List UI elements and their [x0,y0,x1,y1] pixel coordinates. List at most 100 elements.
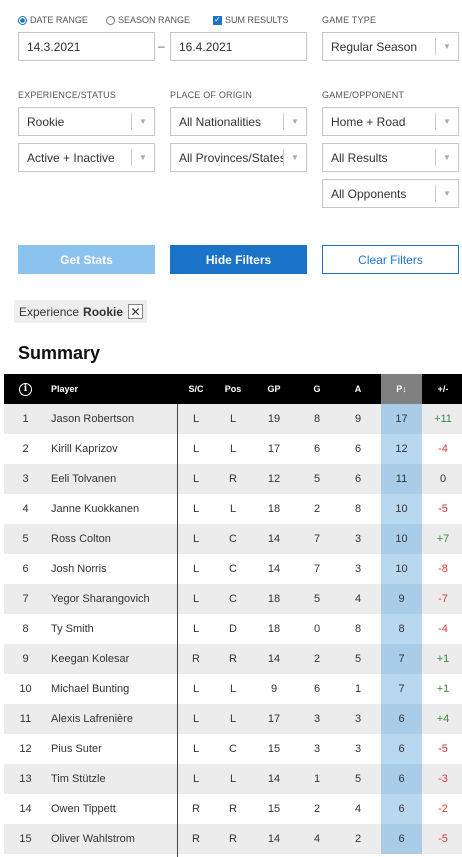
assists-cell: 4 [354,803,362,815]
table-row[interactable]: 14 Owen Tippett R R 15 2 4 6 -2 [4,794,462,824]
chevron-down-icon[interactable]: ▼ [291,153,299,162]
date-from-input[interactable]: 14.3.2021 [18,32,155,61]
player-cell[interactable]: Ty Smith [51,623,94,635]
experience-select[interactable]: Rookie ▼ [18,107,155,136]
games-played-cell: 12 [267,473,281,485]
date-to-input[interactable]: 16.4.2021 [170,32,307,61]
chevron-down-icon[interactable]: ▼ [139,117,147,126]
info-icon[interactable]: i [19,382,32,396]
table-row[interactable]: 12 Pius Suter L C 15 3 3 6 -5 [4,734,462,764]
plus-minus-cell: -5 [438,743,448,755]
position-cell: C [229,533,237,545]
points-cell: 7 [381,644,422,674]
table-row[interactable]: 11 Alexis Lafrenière L L 17 3 3 6 +4 [4,704,462,734]
shoots-catches-column-header[interactable]: S/C [188,384,204,394]
player-cell[interactable]: Yegor Sharangovich [51,593,150,605]
nationality-select[interactable]: All Nationalities ▼ [170,107,307,136]
table-row[interactable]: 1 Jason Robertson L L 19 8 9 17 +11 [4,404,462,434]
page-title: Summary [18,343,101,363]
games-played-cell: 18 [267,623,281,635]
rank-cell: 8 [22,623,29,635]
player-column-header[interactable]: Player [51,384,79,394]
status-select[interactable]: Active + Inactive ▼ [18,143,155,172]
player-cell[interactable]: Pius Suter [51,743,102,755]
chevron-down-icon[interactable]: ▼ [443,153,451,162]
select-divider [435,113,436,130]
goals-cell: 5 [313,473,321,485]
player-cell[interactable]: Ross Colton [51,533,111,545]
season-range-radio[interactable]: SEASON RANGE [106,14,190,26]
plus-minus-cell: -5 [438,503,448,515]
goals-cell: 2 [313,653,321,665]
table-row[interactable]: 5 Ross Colton L C 14 7 3 10 +7 [4,524,462,554]
clear-filters-button[interactable]: Clear Filters [322,245,459,274]
table-row[interactable]: 3 Eeli Tolvanen L R 12 5 6 11 0 [4,464,462,494]
player-cell[interactable]: Janne Kuokkanen [51,503,140,515]
points-column-header[interactable]: P↓ [381,374,422,404]
chevron-down-icon[interactable]: ▼ [291,117,299,126]
points-cell: 6 [381,704,422,734]
goals-cell: 2 [313,503,321,515]
player-cell[interactable]: Eeli Tolvanen [51,473,117,485]
plus-minus-cell: +4 [436,713,450,725]
player-cell[interactable]: Josh Norris [51,563,107,575]
shoots-catches-cell: R [192,803,200,815]
table-row[interactable]: 4 Janne Kuokkanen L L 18 2 8 10 -5 [4,494,462,524]
experience-status-label: EXPERIENCE/STATUS [18,90,117,100]
table-row[interactable]: 6 Josh Norris L C 14 7 3 10 -8 [4,554,462,584]
position-cell: D [229,623,237,635]
get-stats-button[interactable]: Get Stats [18,245,155,274]
games-played-cell: 18 [267,503,281,515]
table-row[interactable]: 10 Michael Bunting L L 9 6 1 7 +1 [4,674,462,704]
shoots-catches-cell: L [192,533,200,545]
results-select[interactable]: All Results ▼ [322,143,459,172]
points-cell: 17 [381,404,422,434]
games-played-column-header[interactable]: GP [267,384,281,394]
position-column-header[interactable]: Pos [224,384,242,394]
home-road-select[interactable]: Home + Road ▼ [322,107,459,136]
games-played-cell: 18 [267,593,281,605]
opponents-select[interactable]: All Opponents ▼ [322,179,459,208]
date-range-radio-dot[interactable] [18,15,27,25]
player-cell[interactable]: Owen Tippett [51,803,116,815]
points-cell: 10 [381,554,422,584]
chip-value: Rookie [83,304,124,319]
game-type-select[interactable]: Regular Season ▼ [322,32,459,61]
select-divider [283,113,284,130]
position-cell: C [229,743,237,755]
assists-column-header[interactable]: A [354,384,362,394]
player-cell[interactable]: Kirill Kaprizov [51,443,118,455]
table-row[interactable]: 13 Tim Stützle L L 14 1 5 6 -3 [4,764,462,794]
sum-results-checkbox[interactable]: ✓ SUM RESULTS [213,14,288,26]
points-cell: 6 [381,764,422,794]
plus-minus-column-header[interactable]: +/- [437,384,449,394]
table-row[interactable]: 9 Keegan Kolesar R R 14 2 5 7 +1 [4,644,462,674]
hide-filters-button[interactable]: Hide Filters [170,245,307,274]
date-separator: – [158,39,165,53]
goals-column-header[interactable]: G [313,384,321,394]
province-select[interactable]: All Provinces/States ▼ [170,143,307,172]
table-row[interactable]: 2 Kirill Kaprizov L L 17 6 6 12 -4 [4,434,462,464]
select-divider [435,185,436,202]
player-cell[interactable]: Keegan Kolesar [51,653,130,665]
chevron-down-icon[interactable]: ▼ [443,42,451,51]
chevron-down-icon[interactable]: ▼ [443,189,451,198]
check-icon[interactable]: ✓ [213,15,222,25]
player-cell[interactable]: Alexis Lafrenière [51,713,133,725]
player-cell[interactable]: Oliver Wahlstrom [51,833,135,845]
games-played-cell: 14 [267,563,281,575]
close-icon[interactable]: ✕ [128,304,144,319]
player-cell[interactable]: Michael Bunting [51,683,130,695]
chevron-down-icon[interactable]: ▼ [443,117,451,126]
info-header[interactable]: i [4,374,47,404]
table-row[interactable]: 8 Ty Smith L D 18 0 8 8 -4 [4,614,462,644]
season-range-radio-dot[interactable] [106,15,115,25]
table-row[interactable]: 15 Oliver Wahlstrom R R 14 4 2 6 -5 [4,824,462,854]
player-cell[interactable]: Tim Stützle [51,773,106,785]
goals-cell: 7 [313,533,321,545]
chevron-down-icon[interactable]: ▼ [139,153,147,162]
player-cell[interactable]: Jason Robertson [51,413,135,425]
rank-cell: 11 [19,713,32,725]
table-row[interactable]: 7 Yegor Sharangovich L C 18 5 4 9 -7 [4,584,462,614]
date-range-radio[interactable]: DATE RANGE [18,14,88,26]
